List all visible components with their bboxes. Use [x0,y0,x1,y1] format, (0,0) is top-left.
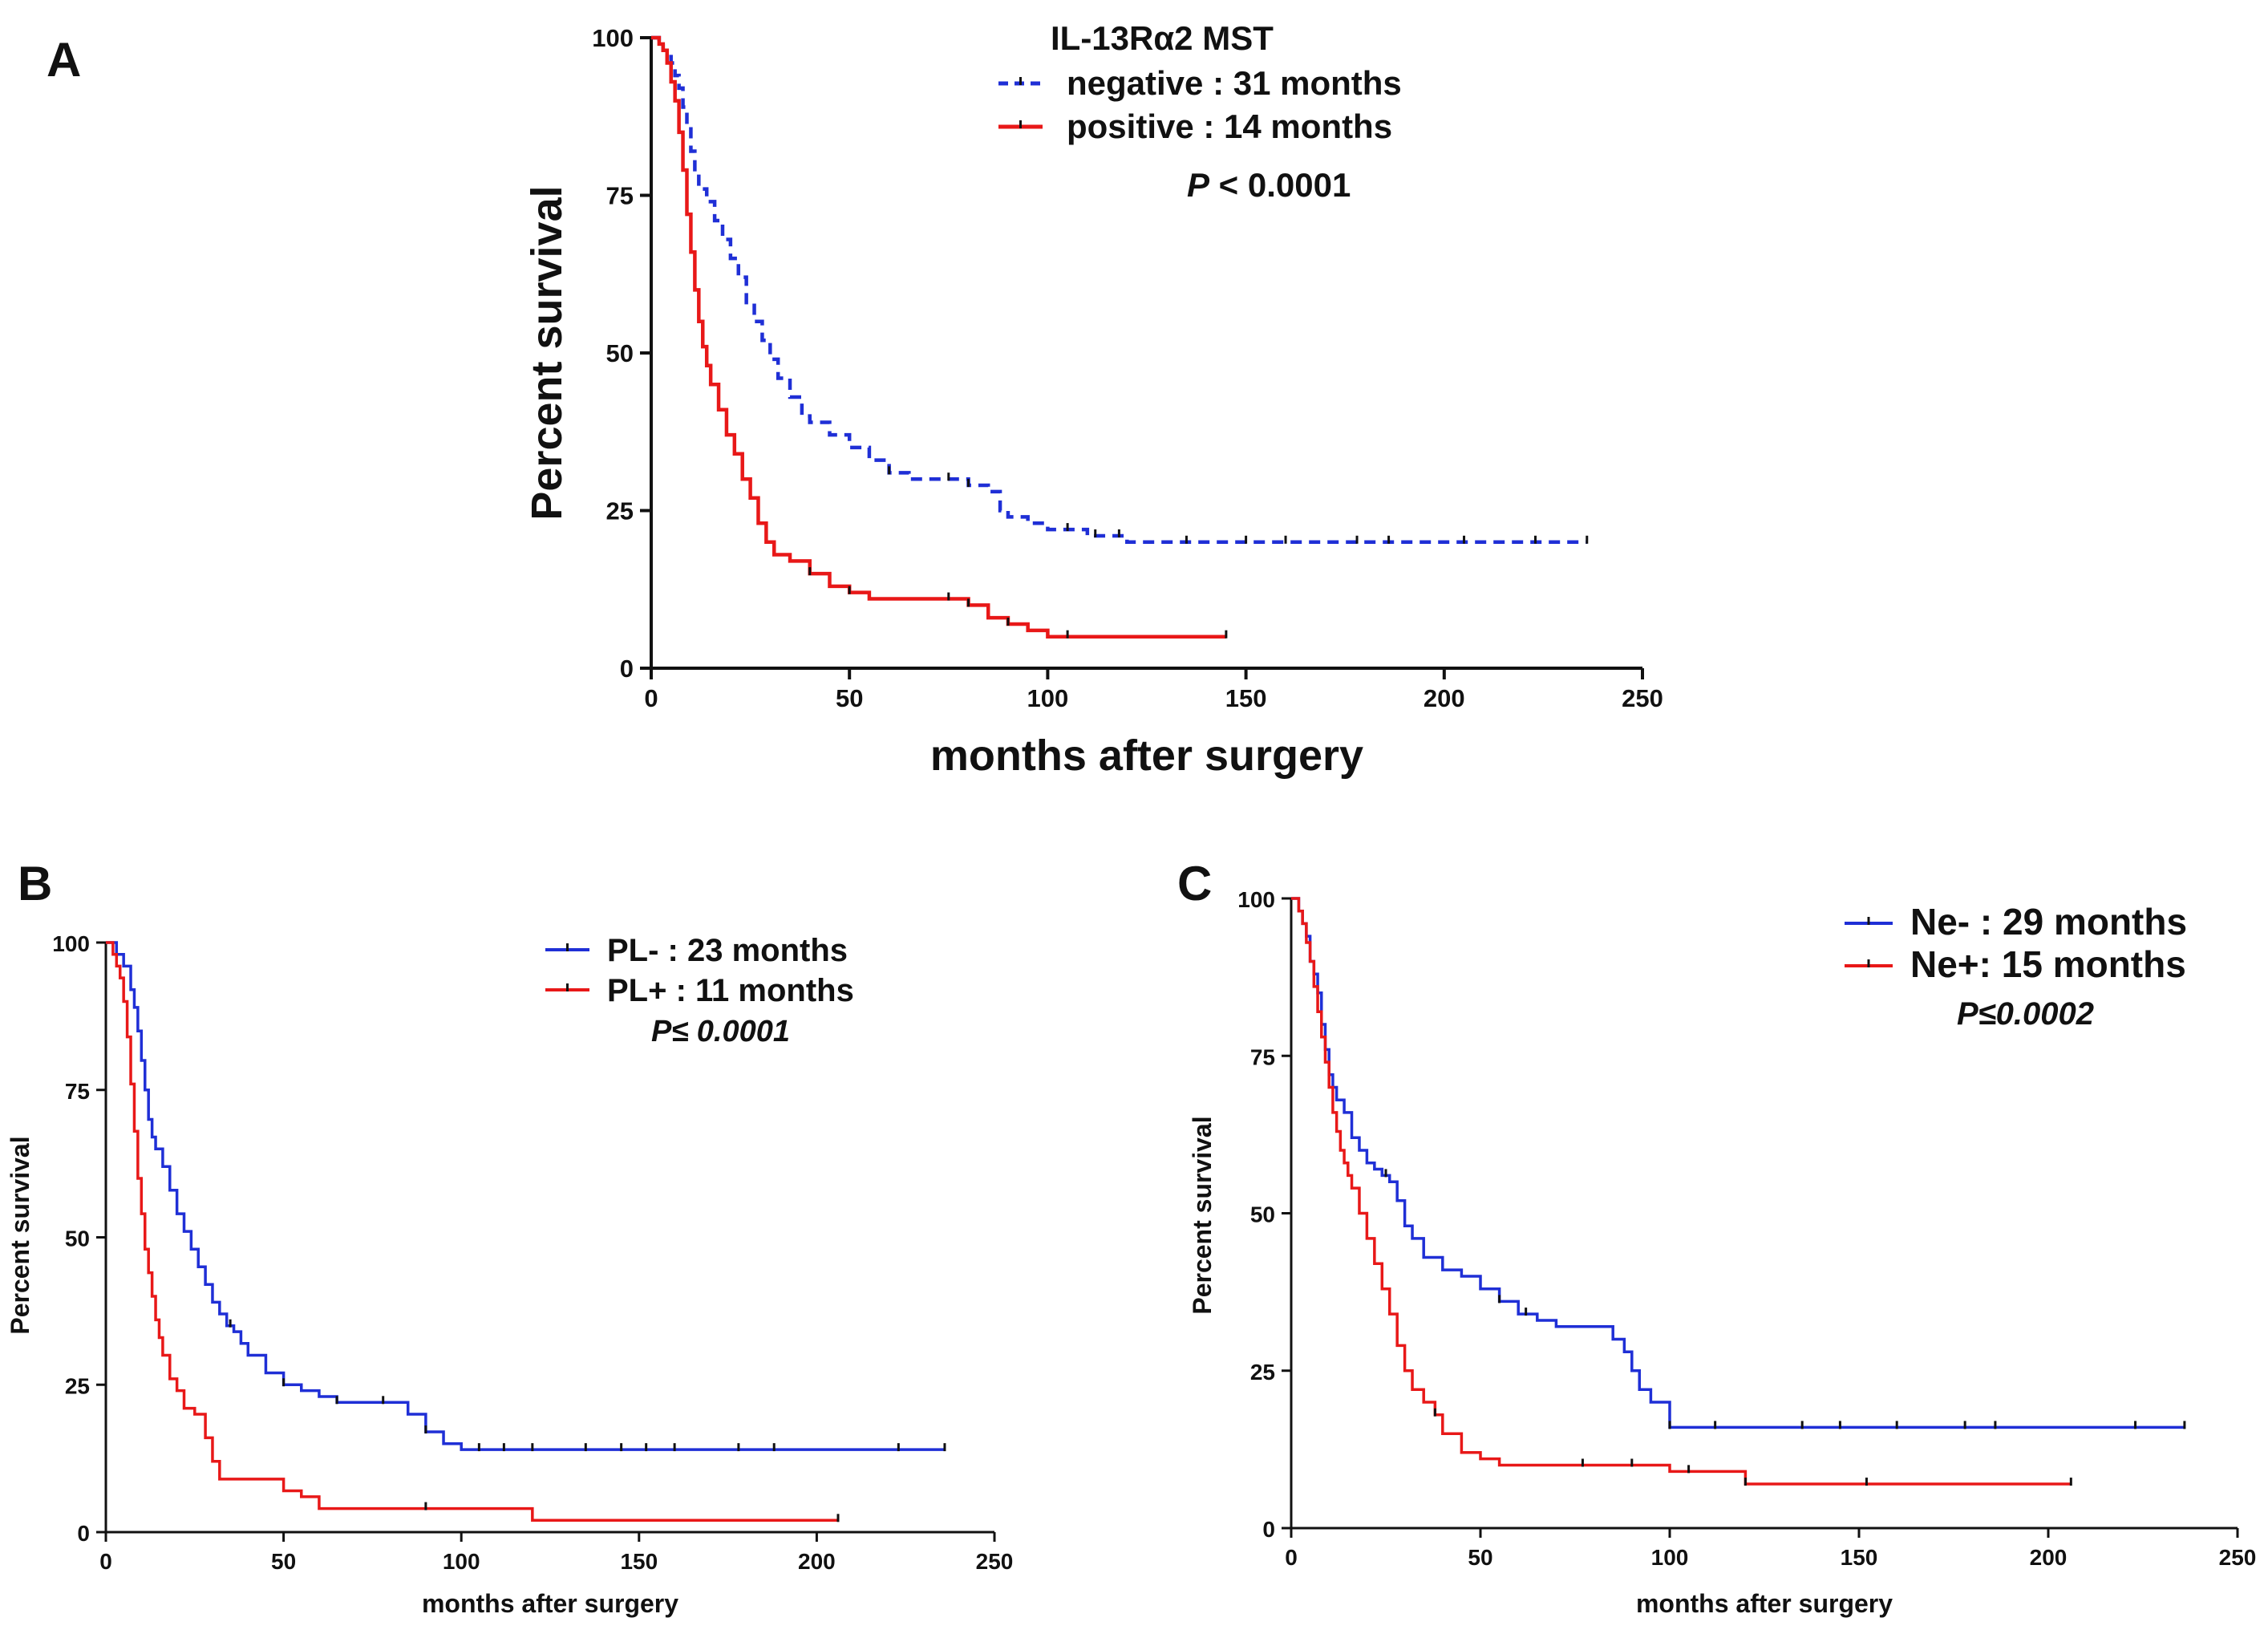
p-symbol: P [1957,996,1978,1032]
y-tick-label: 50 [1250,1202,1275,1227]
p-value-label: P≤ 0.0001 [651,1015,790,1048]
y-tick-label: 100 [592,24,634,52]
x-axis-title: months after surgery [930,732,1363,780]
x-tick-label: 250 [2219,1545,2257,1570]
legend-label: PL+ : 11 months [607,973,854,1008]
legend-label: PL- : 23 months [607,933,848,968]
y-tick-label: 25 [65,1373,90,1398]
panel-c: 0 50 100 150 200 250 0 25 50 75 100 months after su… [1188,887,2256,1618]
p-value: ≤ 0.0001 [671,1015,790,1048]
p-value: < 0.0001 [1209,166,1351,204]
y-tick-label: 0 [620,655,634,683]
y-axis-title: Percent survival [523,185,571,520]
x-tick-label: 150 [1841,1545,1878,1570]
x-tick-label: 200 [2030,1545,2068,1570]
y-tick-label: 0 [1262,1517,1275,1542]
x-tick-label: 50 [271,1549,296,1574]
y-tick-label: 75 [65,1079,90,1104]
y-tick-label: 25 [606,497,634,525]
p-symbol: P [651,1015,672,1048]
legend-label: negative : 31 months [1067,64,1402,102]
x-tick-label: 150 [620,1549,658,1574]
panel-letter-c: C [1177,857,1212,910]
x-tick-label: 250 [976,1549,1014,1574]
y-tick-label: 75 [1250,1044,1275,1069]
y-tick-label: 50 [65,1227,90,1251]
x-tick-label: 100 [443,1549,480,1574]
x-tick-label: 150 [1225,684,1267,712]
p-symbol: P [1187,166,1210,204]
x-axis-title: months after surgery [422,1589,678,1618]
panel-letter-b: B [18,857,52,910]
legend-label: Ne+: 15 months [1910,943,2186,985]
x-tick-label: 50 [836,684,863,712]
x-tick-label: 50 [1468,1545,1492,1570]
p-value: ≤0.0002 [1978,996,2094,1032]
legend-label: Ne- : 29 months [1910,901,2187,943]
panel-a: 0 50 100 150 200 250 0 25 50 75 100 months after su… [523,19,1663,780]
panel-letter-a: A [47,33,81,87]
p-value-label: P < 0.0001 [1187,166,1351,204]
x-tick-label: 0 [644,684,658,712]
survival-curve-plpos [106,941,838,1522]
y-tick-label: 100 [52,931,90,956]
y-tick-label: 75 [606,182,634,210]
p-value-label: P≤0.0002 [1957,996,2094,1032]
y-tick-label: 100 [1237,887,1275,912]
y-axis-title: Percent survival [6,1136,34,1334]
y-tick-label: 0 [77,1521,90,1546]
y-tick-label: 50 [606,339,634,367]
x-tick-label: 0 [1285,1545,1298,1570]
survival-curve-positive [651,35,1226,639]
x-tick-label: 100 [1651,1545,1689,1570]
survival-curve-neneg [1291,897,2185,1429]
survival-curve-nepos [1291,897,2072,1486]
x-axis-title: months after surgery [1636,1589,1893,1618]
legend-label: positive : 14 months [1067,107,1392,145]
x-tick-label: 200 [1424,684,1465,712]
y-tick-label: 25 [1250,1360,1275,1385]
legend-header: IL-13Rα2 MST [1051,19,1274,57]
x-tick-label: 250 [1622,684,1663,712]
survival-curve-plneg [106,941,945,1451]
survival-curve-negative [651,35,1587,545]
x-tick-label: 100 [1027,684,1069,712]
x-tick-label: 0 [99,1549,112,1574]
x-tick-label: 200 [798,1549,836,1574]
y-axis-title: Percent survival [1188,1116,1217,1314]
panel-b: 0 50 100 150 200 250 0 25 50 75 100 months after su… [6,931,1013,1618]
